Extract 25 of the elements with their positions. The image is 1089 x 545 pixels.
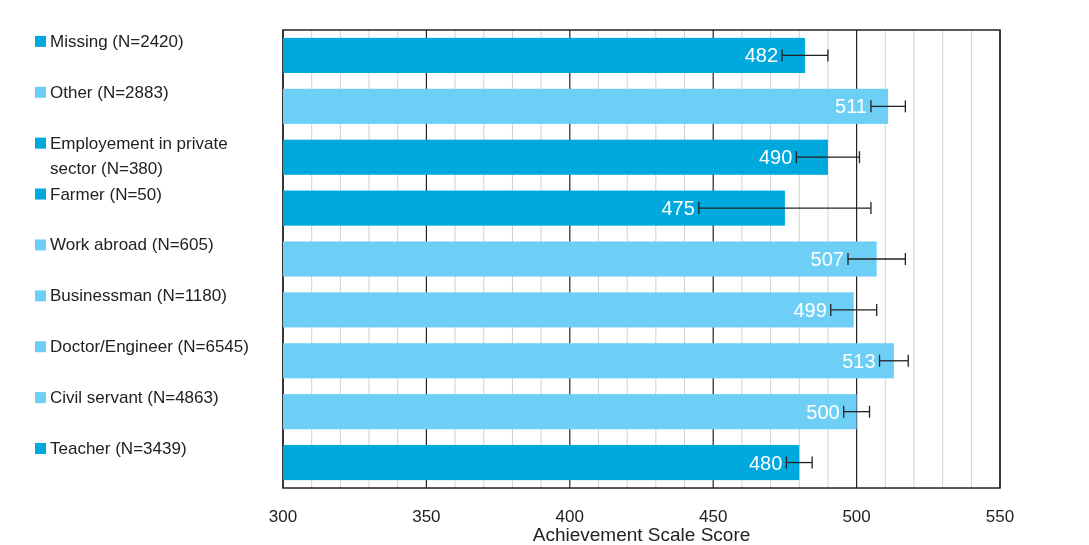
y-tick-label: Work abroad (N=605) — [50, 235, 214, 255]
data-label: 482 — [744, 44, 779, 67]
data-label: 480 — [748, 451, 783, 474]
data-label: 499 — [793, 298, 827, 321]
y-tick-label: Other (N=2883) — [50, 82, 169, 102]
x-tick-label: 300 — [268, 507, 298, 526]
x-axis-title: Achievement Scale Score — [532, 524, 751, 545]
data-label: 500 — [806, 400, 840, 423]
y-tick-label: Businessman (N=1180) — [50, 286, 227, 306]
y-tick-label: Doctor/Engineer (N=6545) — [50, 337, 249, 357]
x-tick-label: 350 — [412, 507, 441, 526]
data-label: 490 — [759, 146, 793, 169]
x-tick-label: 450 — [699, 507, 728, 526]
data-label: 475 — [661, 197, 695, 220]
x-tick-label: 400 — [555, 507, 584, 526]
y-tick-label: Farmer (N=50) — [50, 184, 162, 204]
y-tick-label: Employement in private sector (N=380) — [50, 133, 228, 178]
data-label: 513 — [842, 349, 876, 372]
x-tick-label: 550 — [985, 507, 1015, 526]
data-label: 507 — [810, 248, 844, 270]
data-label: 511 — [835, 95, 867, 118]
y-tick-label: Civil servant (N=4863) — [50, 388, 219, 408]
x-tick-label: 500 — [842, 507, 871, 526]
y-tick-label: Teacher (N=3439) — [50, 439, 187, 458]
y-tick-label: Missing (N=2420) — [50, 31, 184, 51]
